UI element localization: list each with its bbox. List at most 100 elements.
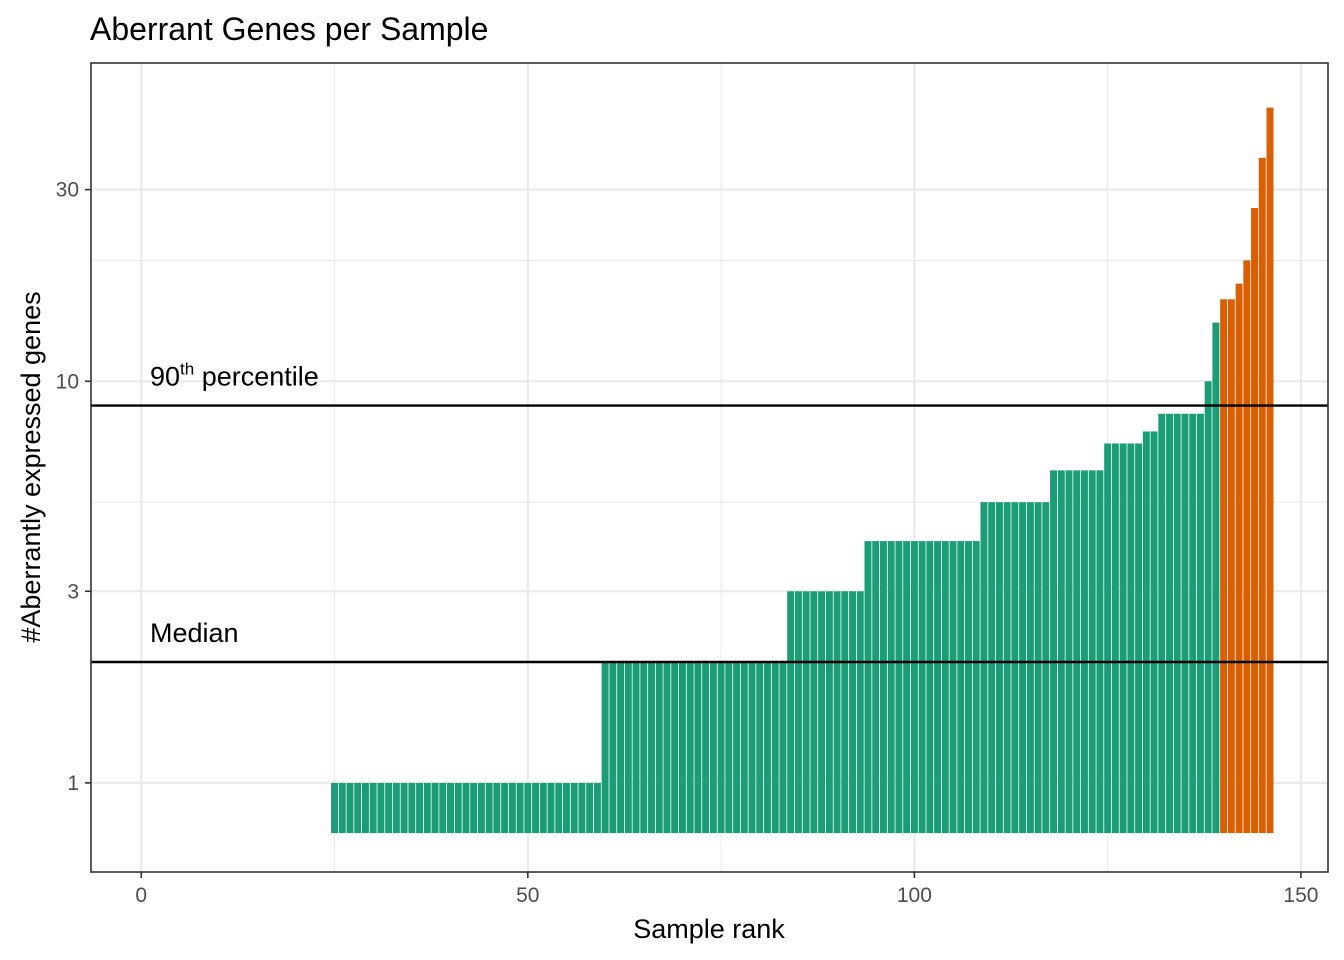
reference-lines: Median 90th percentile — [91, 360, 1328, 664]
bar — [694, 661, 702, 834]
bar — [949, 541, 957, 834]
bar — [447, 782, 454, 834]
bar — [640, 661, 648, 834]
bar — [794, 591, 802, 834]
bar — [586, 782, 594, 834]
bar — [1243, 260, 1251, 834]
bar — [849, 591, 857, 834]
bar — [709, 661, 717, 834]
bar — [1019, 502, 1027, 834]
bar — [532, 782, 540, 834]
bar — [354, 782, 362, 834]
bar — [593, 782, 601, 834]
bar — [539, 782, 547, 834]
bar — [578, 782, 586, 834]
x-tick-label: 150 — [1283, 884, 1318, 907]
bar — [748, 661, 756, 834]
bar — [361, 782, 369, 834]
bar — [1088, 470, 1096, 834]
bar — [508, 782, 516, 834]
bar — [1258, 157, 1266, 834]
bar — [1011, 502, 1019, 834]
bar — [547, 782, 555, 834]
bar — [655, 661, 663, 834]
bar — [1150, 431, 1158, 834]
bar — [879, 541, 887, 834]
bar — [725, 661, 733, 834]
bar — [493, 782, 501, 834]
bar — [1026, 502, 1034, 834]
bar — [872, 541, 880, 834]
bar — [570, 782, 578, 834]
bar — [1142, 431, 1150, 834]
bar — [740, 661, 748, 834]
bar — [1057, 470, 1065, 834]
bar — [988, 502, 996, 834]
x-tick-label: 50 — [516, 884, 539, 907]
bar — [926, 541, 934, 834]
bar — [764, 661, 771, 834]
chart-title: Aberrant Genes per Sample — [90, 11, 488, 47]
bar — [995, 502, 1003, 834]
bar — [671, 661, 679, 834]
panel-border — [90, 62, 1329, 873]
y-tick-label: 10 — [56, 370, 79, 393]
bar — [934, 541, 942, 834]
bar — [485, 782, 493, 834]
reference-line-label: Median — [150, 618, 239, 648]
bar — [385, 782, 393, 834]
bar — [1251, 208, 1259, 834]
bar — [624, 661, 632, 834]
bar — [1111, 443, 1119, 834]
bar — [462, 782, 470, 834]
bar — [841, 591, 849, 834]
bar — [408, 782, 416, 834]
bar — [686, 661, 694, 834]
bar — [825, 591, 833, 834]
bar — [787, 591, 795, 834]
x-axis: 0 50 100 150 — [135, 872, 1318, 907]
bar — [416, 782, 424, 834]
y-axis-title: #Aberrantly expressed genes — [16, 291, 46, 642]
bar — [431, 782, 439, 834]
bar — [1266, 107, 1274, 834]
bar — [702, 661, 710, 834]
bars — [331, 107, 1274, 834]
x-axis-title: Sample rank — [633, 914, 785, 944]
bar — [903, 541, 911, 834]
bar — [617, 661, 625, 834]
bar — [562, 782, 570, 834]
bar — [477, 782, 485, 834]
bar — [802, 591, 810, 834]
bar — [733, 661, 741, 834]
bar — [941, 541, 949, 834]
bar — [454, 782, 462, 834]
bar — [1073, 470, 1081, 834]
bar — [678, 661, 686, 834]
bar — [1204, 381, 1212, 834]
bar — [1173, 413, 1181, 834]
bar — [1196, 413, 1204, 834]
bar — [648, 661, 655, 834]
bar — [810, 591, 818, 834]
bar — [957, 541, 965, 834]
bar — [392, 782, 400, 834]
bar — [864, 541, 872, 834]
bar — [663, 661, 671, 834]
reference-line-label: 90th percentile — [150, 360, 319, 392]
bar — [423, 782, 431, 834]
y-tick-label: 1 — [67, 772, 79, 795]
bar — [1104, 443, 1112, 834]
bar — [818, 591, 826, 834]
bar — [1135, 443, 1143, 834]
bar — [717, 661, 725, 834]
bar — [895, 541, 903, 834]
y-axis: 1 3 10 30 — [56, 179, 91, 795]
bar — [377, 782, 385, 834]
bar — [524, 782, 532, 834]
bar — [369, 782, 377, 834]
panel-background — [91, 63, 1328, 872]
y-tick-label: 30 — [56, 179, 79, 202]
bar — [331, 782, 339, 834]
